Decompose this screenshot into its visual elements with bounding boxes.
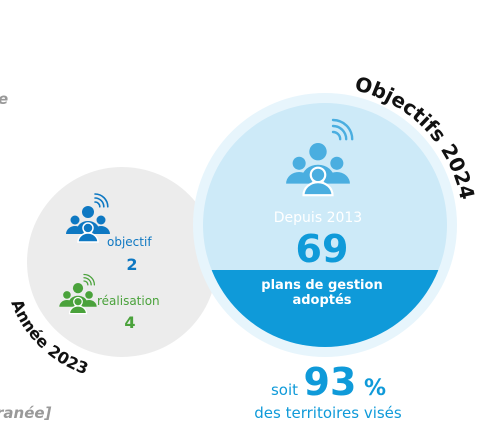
main-value: 69 [296, 227, 349, 271]
cropped-text: e [0, 90, 8, 108]
objective-label: objectif [107, 235, 152, 249]
share-prefix: soit [271, 381, 298, 399]
band-caption: plans de gestion [261, 278, 382, 293]
realisation-value: 4 [124, 313, 135, 332]
circle-2023 [27, 167, 217, 357]
share-unit: % [364, 376, 386, 401]
since-label: Depuis 2013 [274, 210, 362, 226]
share-caption: des territoires visés [254, 404, 402, 422]
objective-value: 2 [126, 255, 137, 274]
band-caption: adoptés [292, 293, 351, 308]
cropped-text: ranée] [0, 404, 52, 422]
share-value: 93 [304, 360, 357, 404]
realisation-label: réalisation [97, 294, 160, 308]
